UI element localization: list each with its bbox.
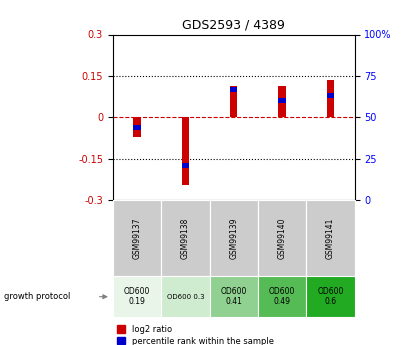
Text: OD600
0.41: OD600 0.41 bbox=[220, 287, 247, 306]
Legend: log2 ratio, percentile rank within the sample: log2 ratio, percentile rank within the s… bbox=[117, 325, 274, 345]
Bar bbox=[258, 276, 306, 317]
Bar bbox=[278, 86, 286, 117]
Bar bbox=[278, 98, 286, 103]
Bar bbox=[182, 117, 189, 185]
Text: GSM99139: GSM99139 bbox=[229, 217, 238, 259]
Text: OD600
0.49: OD600 0.49 bbox=[269, 287, 295, 306]
Text: GSM99141: GSM99141 bbox=[326, 217, 335, 259]
Bar bbox=[306, 276, 355, 317]
Bar bbox=[161, 200, 210, 276]
Bar bbox=[161, 276, 210, 317]
Bar bbox=[210, 200, 258, 276]
Text: growth protocol: growth protocol bbox=[4, 292, 71, 301]
Text: OD600
0.19: OD600 0.19 bbox=[124, 287, 150, 306]
Text: OD600
0.6: OD600 0.6 bbox=[317, 287, 344, 306]
Bar bbox=[113, 200, 161, 276]
Title: GDS2593 / 4389: GDS2593 / 4389 bbox=[182, 19, 285, 32]
Bar bbox=[182, 163, 189, 168]
Text: OD600 0.3: OD600 0.3 bbox=[166, 294, 204, 300]
Bar bbox=[113, 276, 161, 317]
Bar bbox=[230, 86, 237, 117]
Bar bbox=[133, 125, 141, 130]
Bar bbox=[258, 200, 306, 276]
Bar bbox=[133, 117, 141, 137]
Text: GSM99138: GSM99138 bbox=[181, 217, 190, 259]
Text: GSM99140: GSM99140 bbox=[278, 217, 287, 259]
Bar bbox=[230, 87, 237, 92]
Bar bbox=[327, 80, 334, 117]
Text: GSM99137: GSM99137 bbox=[133, 217, 141, 259]
Bar bbox=[306, 200, 355, 276]
Bar bbox=[327, 93, 334, 98]
Bar bbox=[210, 276, 258, 317]
